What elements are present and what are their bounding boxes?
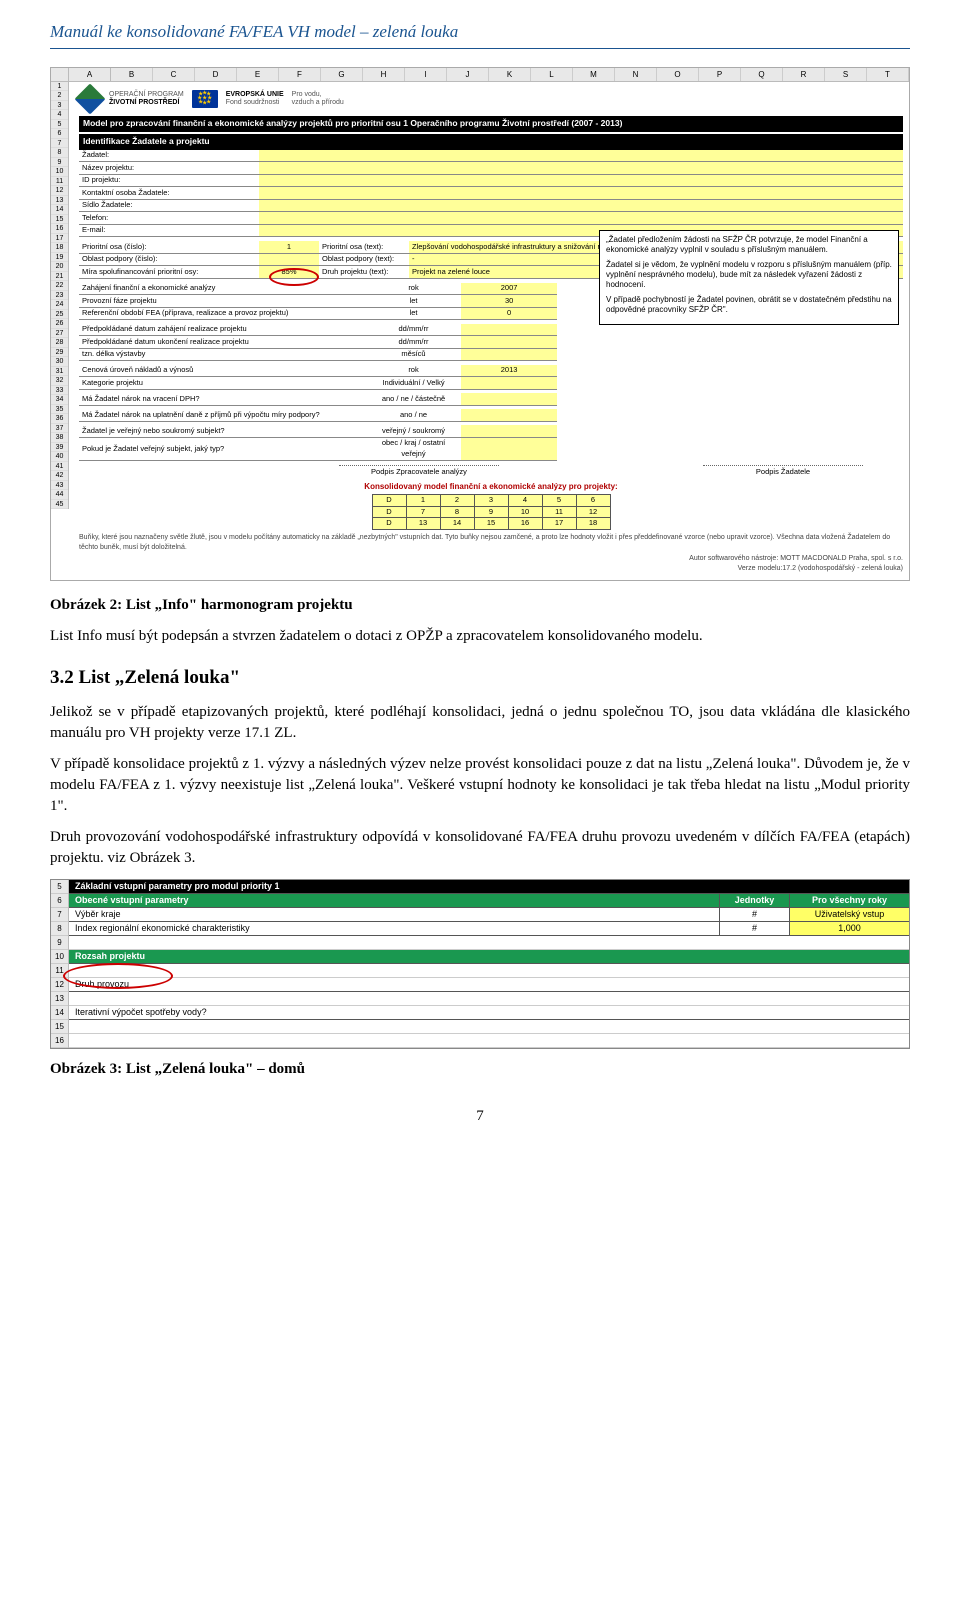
eu-text: EVROPSKÁ UNIEFond soudržnosti [226,91,284,106]
column-letters: ABCDEFGHIJKLMNOPQRST [51,68,909,82]
op-logo-text: OPERAČNÍ PROGRAMŽIVOTNÍ PROSTŘEDÍ [109,91,184,106]
signature-row: Podpis Zpracovatele analýzy Podpis Žadat… [79,465,903,478]
excel-screenshot-2: 5678910111213141516 Základní vstupní par… [50,879,910,1049]
red-ellipse-annotation-2 [63,963,173,989]
paragraph-4: Druh provozování vodohospodářské infrast… [50,827,910,869]
version-line: Verze modelu:17.2 (vodohospodářský - zel… [79,564,903,574]
model-title-bar: Model pro zpracování finanční a ekonomic… [79,116,903,132]
paragraph-3: V případě konsolidace projektů z 1. výzv… [50,754,910,817]
row-numbers-2: 5678910111213141516 [51,880,69,1048]
slogan-text: Pro vodu,vzduch a přírodu [292,91,344,106]
author-line: Autor softwarového nástroje: MOTT MACDON… [79,554,903,564]
applicant-table: Žadatel:Název projektu:ID projektu:Konta… [79,150,903,238]
project-grid: D123456D789101112D131415161718 [372,494,611,530]
yellow-note: Buňky, které jsou naznačeny světle žlutě… [79,533,903,553]
eu-flag-icon [192,90,218,108]
logo-bar: OPERAČNÍ PROGRAMŽIVOTNÍ PROSTŘEDÍ EVROPS… [79,88,903,110]
section-heading: 3.2 List „Zelená louka" [50,665,910,692]
sig-analyst: Podpis Zpracovatele analýzy [339,465,499,478]
page-number: 7 [50,1106,910,1127]
op-logo-icon [74,83,105,114]
figure-caption-2: Obrázek 3: List „Zelená louka" – domů [50,1059,910,1080]
konsol-title: Konsolidovaný model finanční a ekonomick… [79,481,903,492]
info-box: „Žadatel předložením žádosti na SFŽP ČR … [599,230,899,325]
paragraph-1: List Info musí být podepsán a stvrzen ža… [50,626,910,647]
paragraph-2: Jelikož se v případě etapizovaných proje… [50,702,910,744]
row-numbers: 1234567891011121314151617181920212223242… [51,82,69,510]
params-table: Zahájení finanční a ekonomické analýzyro… [79,283,557,461]
excel2-body: Základní vstupní parametry pro modul pri… [69,880,909,1048]
sig-applicant: Podpis Žadatele [703,465,863,478]
figure-caption-1: Obrázek 2: List „Info" harmonogram proje… [50,595,910,616]
excel-screenshot-1: ABCDEFGHIJKLMNOPQRST 1234567891011121314… [50,67,910,581]
document-header: Manuál ke konsolidované FA/FEA VH model … [50,20,910,49]
ident-bar: Identifikace Žadatele a projektu [79,134,903,150]
